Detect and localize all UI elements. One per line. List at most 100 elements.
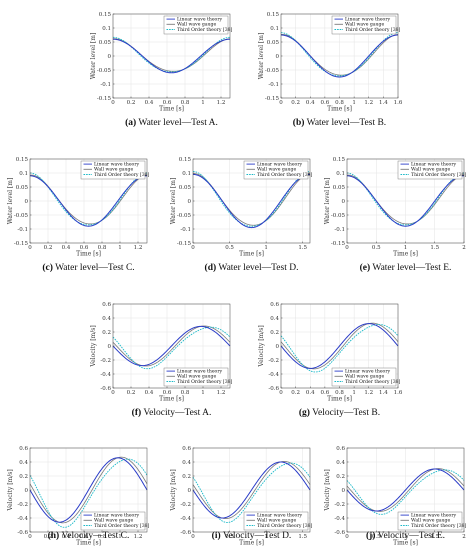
- y-tick-label: 0: [188, 199, 192, 205]
- y-axis-label: Velocity [m/s]: [324, 469, 331, 511]
- y-tick-label: -0.4: [334, 516, 345, 522]
- legend-third-order-theory: Third Order theory [38]: [411, 172, 467, 178]
- y-tick-label: 0: [188, 488, 192, 494]
- x-axis-label: Time [s]: [327, 106, 352, 113]
- y-tick-label: 0.6: [19, 446, 28, 452]
- x-tick-label: 1.4: [379, 100, 388, 106]
- y-tick-label: 0.2: [19, 474, 28, 480]
- y-tick-label: 0: [276, 344, 280, 350]
- x-tick-label: 1: [352, 390, 356, 396]
- y-tick-label: 0: [342, 199, 346, 205]
- caption-tag: (f): [132, 408, 142, 418]
- y-tick-label: -0.4: [180, 516, 191, 522]
- legend-third-order-theory: Third Order theory [38]: [257, 172, 313, 178]
- y-tick-label: -0.1: [268, 82, 279, 88]
- legend-wall-wave-gauge: Wall wave gauge: [345, 22, 384, 28]
- caption-text: Velocity—Test B.: [310, 408, 380, 418]
- y-tick-label: -0.15: [97, 96, 112, 102]
- y-tick-label: 0.1: [102, 26, 111, 32]
- x-tick-label: 1: [201, 390, 205, 396]
- y-tick-label: 0.4: [102, 316, 111, 322]
- y-tick-label: -0.15: [265, 96, 280, 102]
- x-axis-label: Time [s]: [76, 251, 101, 258]
- x-tick-label: 1.5: [430, 245, 439, 251]
- y-tick-label: 0.1: [182, 171, 191, 177]
- caption-text: Water level—Test C.: [53, 263, 135, 273]
- legend-linear-wave-theory: Linear wave theory: [177, 17, 223, 23]
- chart-caption-6: (f) Velocity—Test A.: [97, 408, 247, 418]
- y-axis-label: Velocity [m/s]: [170, 469, 177, 511]
- caption-tag: (a): [125, 118, 136, 128]
- x-tick-label: 0: [345, 245, 349, 251]
- y-tick-label: -0.15: [177, 241, 192, 247]
- y-tick-label: -0.05: [265, 68, 280, 74]
- x-tick-label: 1.6: [394, 390, 403, 396]
- y-tick-label: 0.4: [19, 460, 28, 466]
- legend-wall-wave-gauge: Wall wave gauge: [257, 167, 296, 173]
- x-tick-label: 1.2: [217, 390, 226, 396]
- y-tick-label: 0: [276, 54, 280, 60]
- y-axis-label: Water level [m]: [7, 178, 14, 225]
- y-tick-label: -0.2: [17, 502, 28, 508]
- y-tick-label: -0.1: [334, 227, 345, 233]
- x-tick-label: 0.4: [306, 390, 315, 396]
- y-tick-label: 0.15: [267, 12, 280, 18]
- y-axis-label: Water level [m]: [258, 33, 265, 80]
- caption-tag: (h): [48, 531, 60, 541]
- legend-wall-wave-gauge: Wall wave gauge: [411, 518, 450, 524]
- x-tick-label: 1.2: [364, 100, 373, 106]
- y-tick-label: -0.05: [97, 68, 112, 74]
- legend-linear-wave-theory: Linear wave theory: [177, 369, 223, 375]
- x-tick-label: 0.2: [127, 100, 136, 106]
- x-tick-label: 1: [201, 100, 205, 106]
- y-tick-label: 0.05: [179, 185, 192, 191]
- chart-caption-3: (c) Water level—Test C.: [14, 263, 164, 273]
- x-axis-label: Time [s]: [159, 396, 184, 403]
- legend-third-order-theory: Third Order theory [38]: [411, 523, 467, 529]
- x-tick-label: 0.2: [291, 390, 300, 396]
- y-tick-label: 0.05: [16, 185, 29, 191]
- legend-third-order-theory: Third Order theory [38]: [257, 523, 313, 529]
- caption-text: Water level—Test B.: [304, 118, 386, 128]
- y-tick-label: -0.2: [180, 502, 191, 508]
- y-axis-label: Water level [m]: [90, 33, 97, 80]
- y-tick-label: -0.05: [14, 213, 29, 219]
- legend-wall-wave-gauge: Wall wave gauge: [345, 374, 384, 380]
- y-tick-label: -0.15: [331, 241, 346, 247]
- x-axis-label: Time [s]: [393, 251, 418, 258]
- legend-third-order-theory: Third Order theory [38]: [177, 379, 233, 385]
- y-tick-label: -0.1: [17, 227, 28, 233]
- chart-caption-5: (e) Water level—Test E.: [331, 263, 469, 273]
- chart-caption-7: (g) Velocity—Test B.: [265, 408, 415, 418]
- x-tick-label: 0.2: [127, 390, 136, 396]
- y-tick-label: 0.05: [99, 40, 112, 46]
- y-tick-label: 0: [108, 344, 112, 350]
- x-tick-label: 0: [279, 390, 283, 396]
- x-axis-label: Time [s]: [159, 106, 184, 113]
- caption-text: Water level—Test E.: [370, 263, 451, 273]
- x-tick-label: 0.4: [145, 390, 154, 396]
- y-tick-label: -0.1: [180, 227, 191, 233]
- legend-linear-wave-theory: Linear wave theory: [345, 17, 391, 23]
- legend-third-order-theory: Third Order theory [38]: [94, 523, 150, 529]
- y-tick-label: 0.1: [336, 171, 345, 177]
- caption-text: Water level—Test A.: [136, 118, 218, 128]
- y-tick-label: 0.4: [182, 460, 191, 466]
- y-tick-label: 0.15: [333, 157, 346, 163]
- x-tick-label: 1.2: [134, 245, 143, 251]
- y-axis-label: Velocity [m/s]: [258, 325, 265, 367]
